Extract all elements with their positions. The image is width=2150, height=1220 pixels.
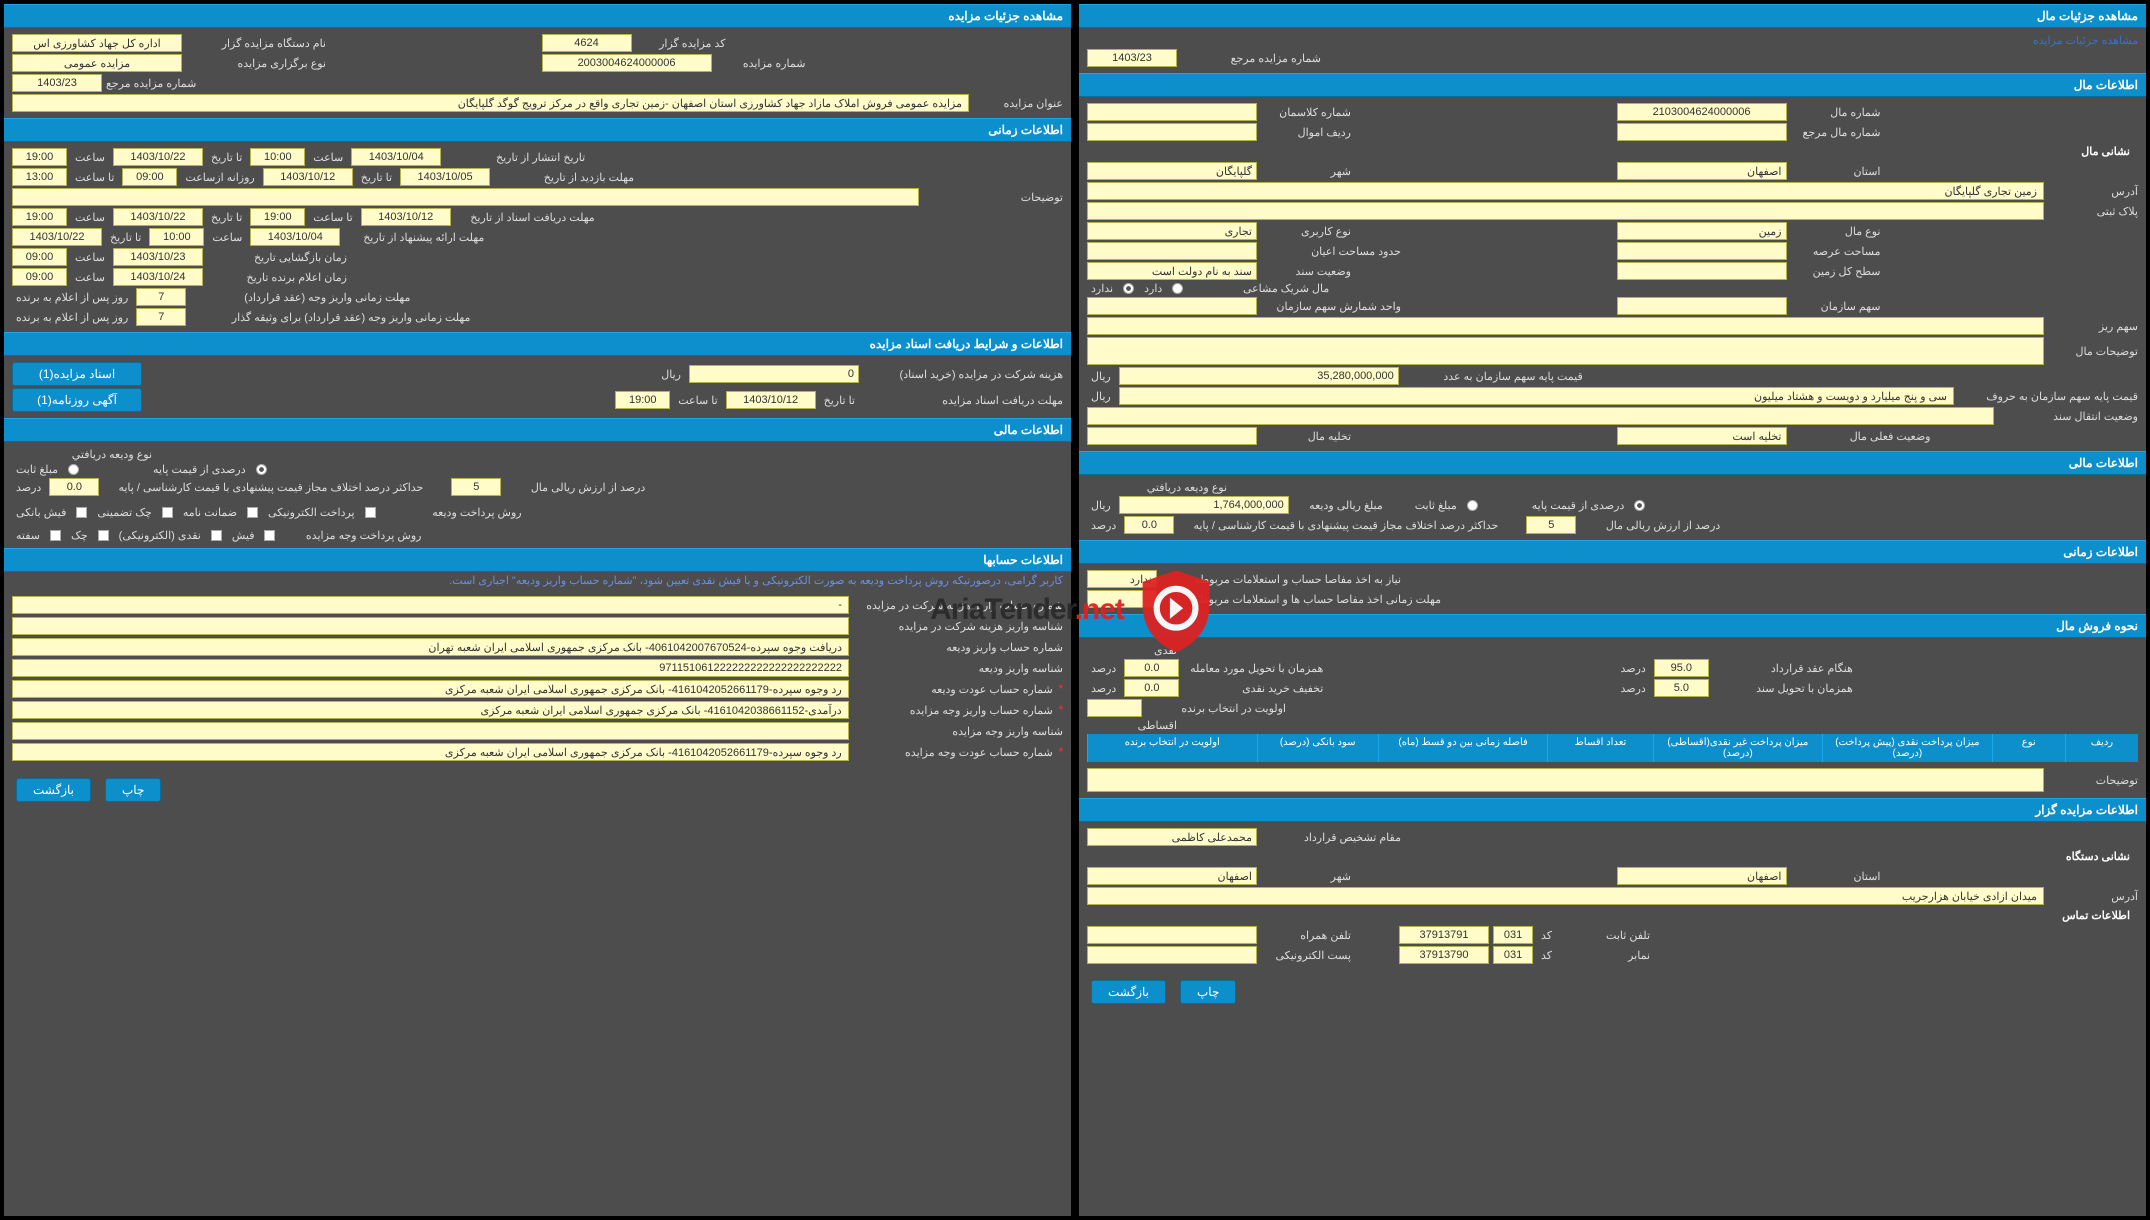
field-device: اداره کل جهاد کشاورزی اس bbox=[12, 34, 182, 52]
print-button[interactable]: چاپ bbox=[1180, 980, 1236, 1004]
field-code: 4624 bbox=[542, 34, 632, 52]
check-safte[interactable] bbox=[50, 530, 61, 541]
field-ref: 1403/23 bbox=[12, 74, 102, 92]
print-button[interactable]: چاپ bbox=[105, 778, 161, 802]
label: عنوان مزایده bbox=[973, 97, 1063, 110]
radio-has[interactable] bbox=[1172, 283, 1183, 294]
radio-percent[interactable] bbox=[256, 464, 267, 475]
field-type: مزایده عمومی bbox=[12, 54, 182, 72]
section-title: اطلاعات مالی bbox=[4, 418, 1071, 442]
section-title: اطلاعات زمانی bbox=[4, 118, 1071, 142]
label: نوع برگزاری مزایده bbox=[186, 57, 326, 70]
details-link[interactable]: مشاهده جزئیات مزایده bbox=[2033, 34, 2138, 47]
check-elec[interactable] bbox=[365, 507, 376, 518]
label: شماره مزایده bbox=[716, 57, 806, 70]
check-cash-elec[interactable] bbox=[211, 530, 222, 541]
check-chk-t[interactable] bbox=[162, 507, 173, 518]
radio-fixed2[interactable] bbox=[1467, 500, 1478, 511]
field-subject: مزایده عمومی فروش املاک مازاد جهاد کشاور… bbox=[12, 94, 969, 112]
section-title: اطلاعات زمانی bbox=[1079, 540, 2146, 564]
section-title: مشاهده جزئیات مال bbox=[1079, 4, 2146, 28]
section-title: مشاهده جزئیات مزایده bbox=[4, 4, 1071, 28]
warning-note: کاربر گرامی، درصورتیکه روش پرداخت ودیعه … bbox=[4, 572, 1071, 589]
panel-property-details: مشاهده جزئیات مال مشاهده جزئیات مزایده ش… bbox=[1079, 4, 2146, 1216]
radio-percent2[interactable] bbox=[1634, 500, 1645, 511]
docs-button[interactable]: اسناد مزایده(1) bbox=[12, 362, 142, 386]
section-title: اطلاعات حسابها bbox=[4, 548, 1071, 572]
label: شماره مزایده مرجع bbox=[106, 77, 196, 90]
section-title: اطلاعات مزایده گزار bbox=[1079, 798, 2146, 822]
section-title: اطلاعات مالی bbox=[1079, 451, 2146, 475]
radio-hasnot[interactable] bbox=[1123, 283, 1134, 294]
radio-fixed[interactable] bbox=[68, 464, 79, 475]
installment-table-header: ردیف نوع میزان پرداخت نقدی (پیش پرداخت) … bbox=[1087, 734, 2138, 762]
check-chk[interactable] bbox=[98, 530, 109, 541]
field-no: 2003004624000006 bbox=[542, 54, 712, 72]
label: کد مزایده گزار bbox=[636, 37, 726, 50]
check-fish[interactable] bbox=[76, 507, 87, 518]
section-title: اطلاعات و شرایط دریافت اسناد مزایده bbox=[4, 332, 1071, 356]
section-title: اطلاعات مال bbox=[1079, 73, 2146, 97]
panel-auction-details: مشاهده جزئیات مزایده کد مزایده گزار4624 … bbox=[4, 4, 1071, 1216]
back-button[interactable]: بازگشت bbox=[16, 778, 91, 802]
section-title: نحوه فروش مال bbox=[1079, 614, 2146, 638]
check-zemanat[interactable] bbox=[247, 507, 258, 518]
back-button[interactable]: بازگشت bbox=[1091, 980, 1166, 1004]
label: نام دستگاه مزایده گزار bbox=[186, 37, 326, 50]
check-fish2[interactable] bbox=[264, 530, 275, 541]
newspaper-button[interactable]: آگهی روزنامه(1) bbox=[12, 388, 142, 412]
